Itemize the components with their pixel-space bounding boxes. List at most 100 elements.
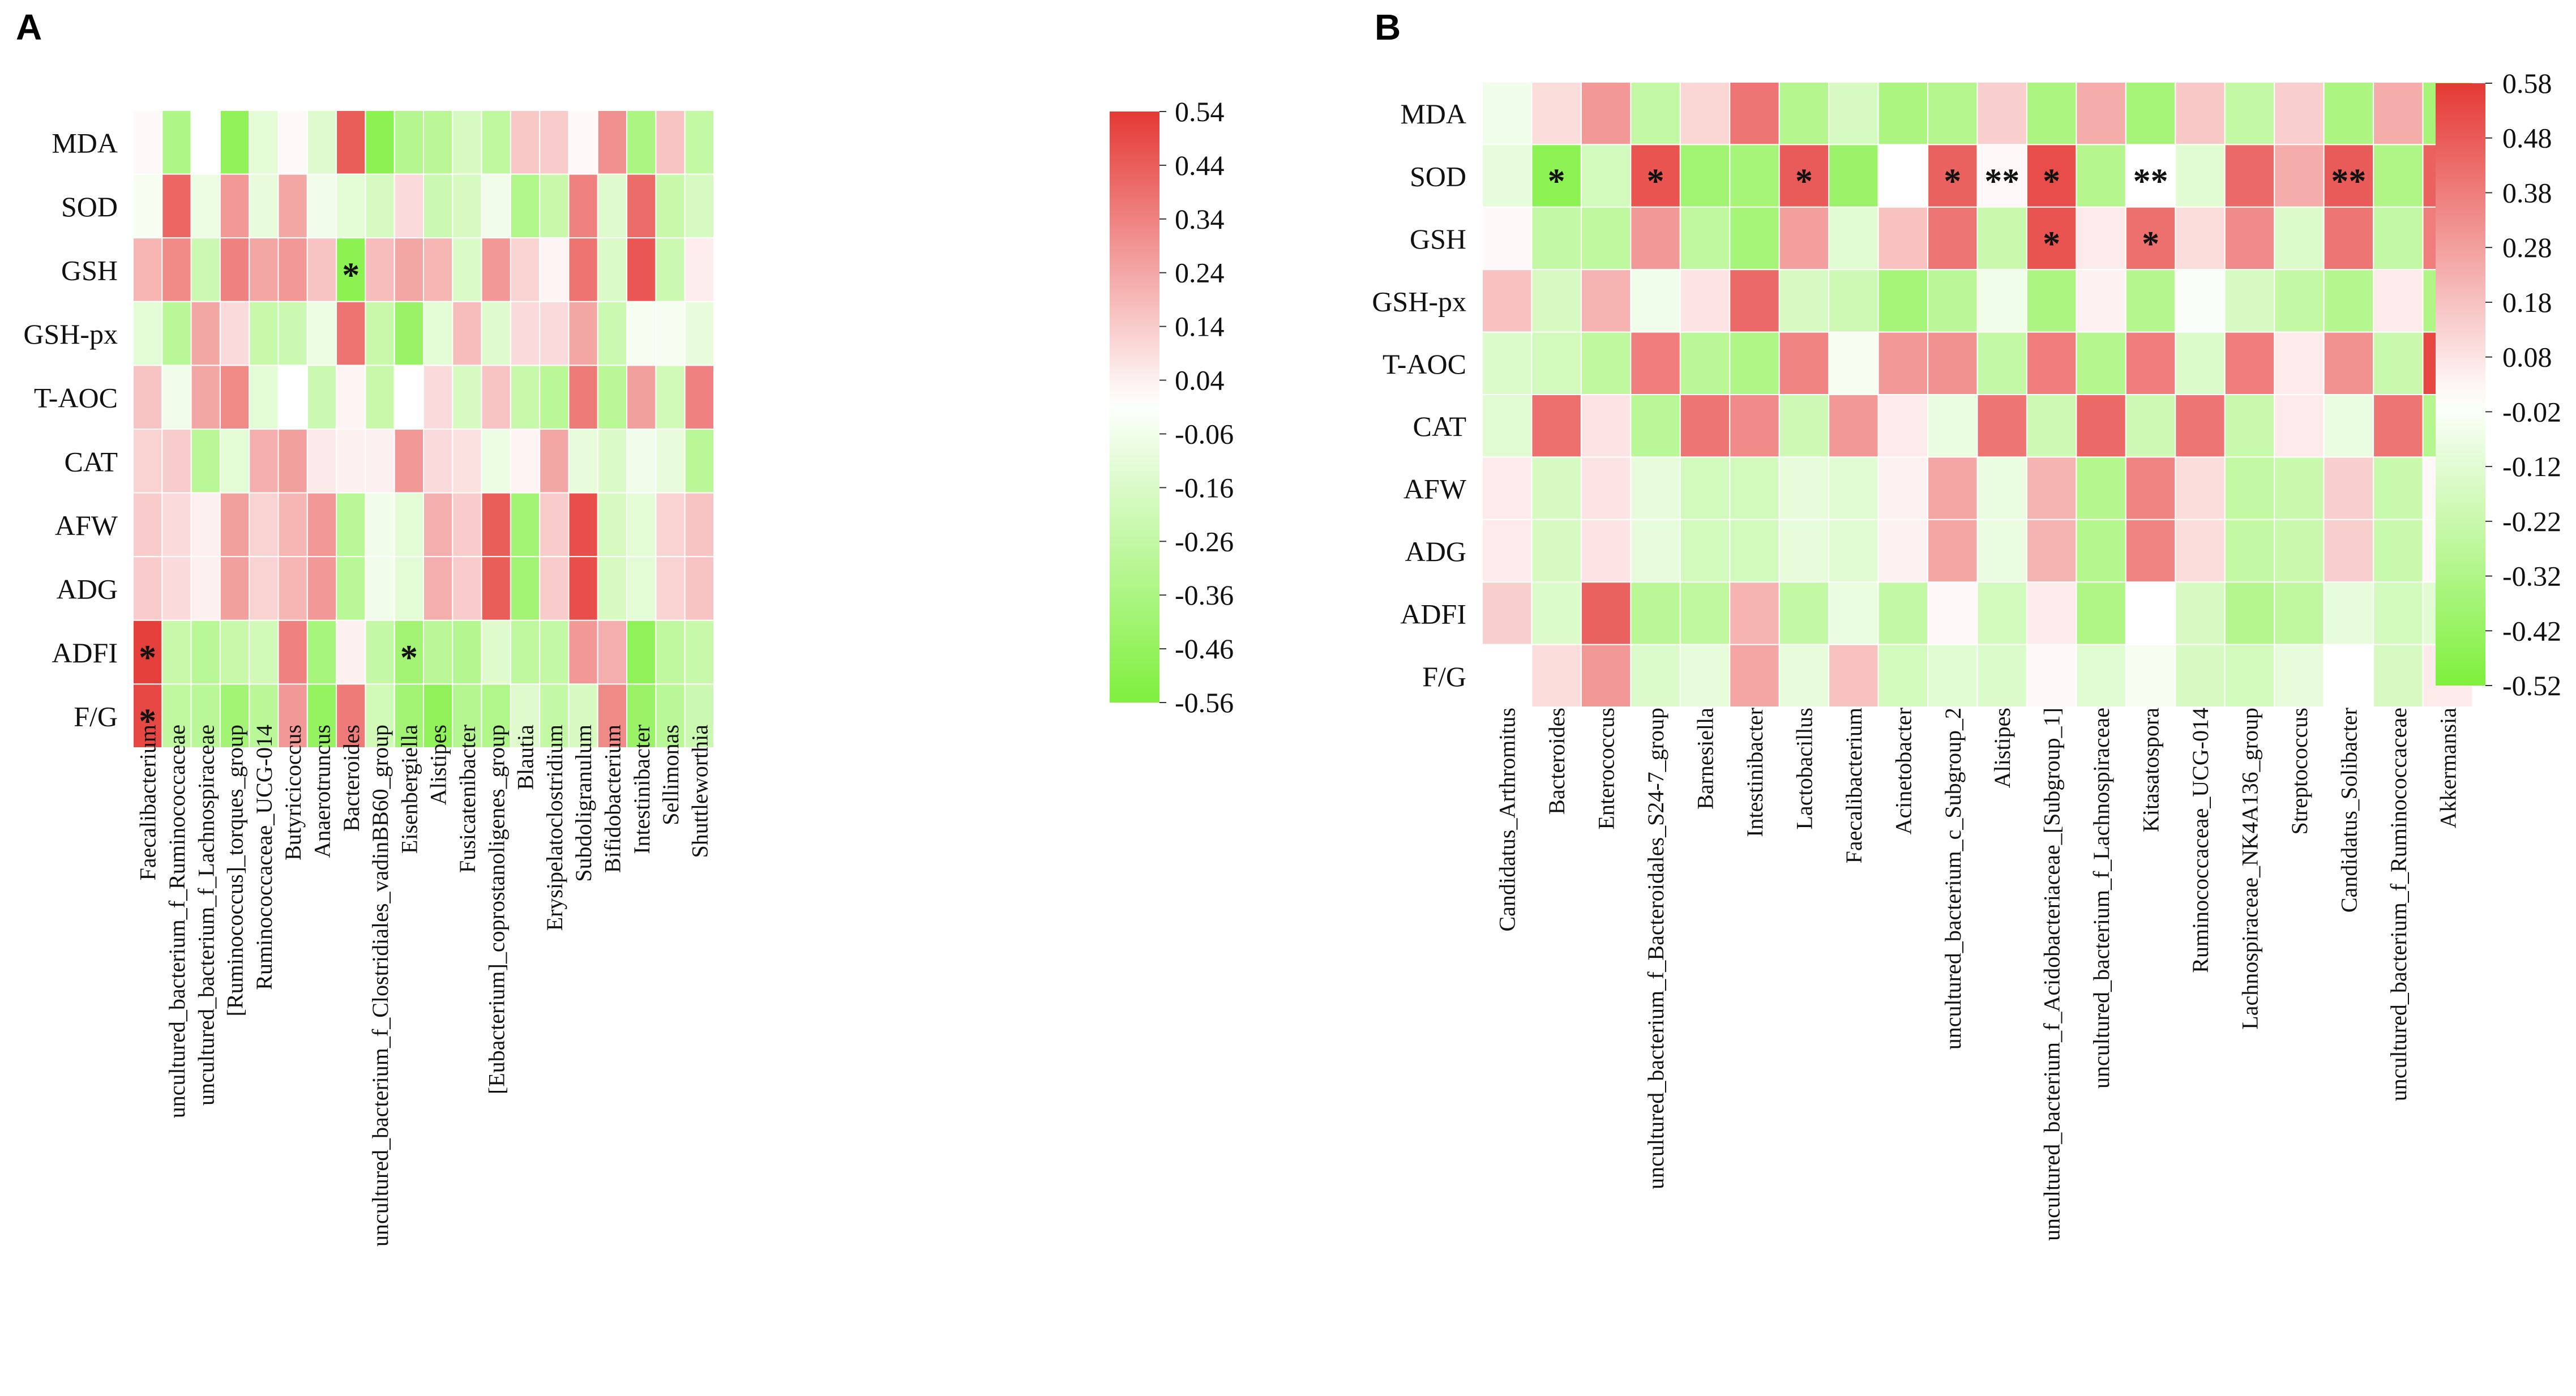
colorbar-tick-label: -0.02 (2502, 396, 2561, 427)
heatmap-cell (1976, 331, 2027, 395)
heatmap-cell (539, 365, 570, 430)
row-label: CAT (1413, 410, 1466, 442)
heatmap-cell (277, 301, 308, 366)
heatmap-cell (2274, 331, 2325, 395)
colorbar-tick-label: -0.42 (2502, 615, 2561, 646)
heatmap-cell (393, 110, 425, 175)
heatmap-cell (277, 556, 308, 621)
heatmap-cell (132, 301, 163, 366)
column-label: uncultured_bacterium_f_Clostridiales_vad… (367, 725, 393, 1247)
heatmap-cell (539, 237, 570, 302)
row-label: ADFI (52, 637, 118, 669)
heatmap-cell (1927, 269, 1978, 333)
heatmap-cell (1482, 456, 1533, 520)
heatmap-cell (452, 619, 482, 685)
heatmap-cell (365, 365, 395, 430)
heatmap-cell (1531, 144, 1582, 208)
heatmap-cell (2076, 331, 2126, 395)
heatmap-cell (2175, 456, 2226, 520)
heatmap-cell (1679, 394, 1731, 458)
heatmap-cell (190, 237, 221, 302)
heatmap-cell (2026, 331, 2077, 395)
column-label: Erysipelatoclostridium (542, 725, 567, 931)
heatmap-cell (1828, 394, 1879, 458)
heatmap-cell (1729, 519, 1780, 583)
heatmap-cell (132, 365, 163, 430)
heatmap-cell (1927, 206, 1978, 271)
heatmap-cell (1828, 581, 1879, 645)
heatmap-cell (1828, 82, 1879, 145)
row-label: GSH-px (23, 318, 118, 350)
heatmap-cell (568, 301, 598, 366)
heatmap-cell (423, 237, 453, 302)
heatmap-cell (2323, 206, 2374, 271)
heatmap-cell (2175, 644, 2226, 708)
heatmap-cell (568, 110, 598, 175)
heatmap-cell (481, 173, 511, 239)
heatmap-cell (2076, 144, 2126, 208)
heatmap-cell (510, 492, 541, 558)
row-label: T-AOC (34, 382, 118, 414)
heatmap-cell (1778, 82, 1830, 145)
heatmap-cell (1482, 82, 1533, 145)
heatmap-cell (1482, 331, 1533, 395)
heatmap-cell (393, 683, 425, 749)
heatmap-cell (2224, 456, 2275, 520)
heatmap-cell (539, 110, 570, 175)
row-label: GSH (61, 255, 118, 286)
heatmap-cell (684, 683, 714, 749)
heatmap-cell (684, 365, 714, 430)
heatmap-cell (2323, 581, 2374, 645)
row-label: F/G (74, 701, 118, 733)
heatmap-cell (2224, 144, 2275, 208)
heatmap-cell (2175, 269, 2226, 333)
heatmap-cell (1976, 581, 2027, 645)
heatmap-cell (2175, 519, 2226, 583)
significance-marker: * (342, 256, 360, 295)
heatmap-cell (423, 173, 453, 239)
heatmap-cell (626, 110, 657, 175)
heatmap-cell (1976, 82, 2027, 145)
heatmap-cell (1630, 644, 1681, 708)
heatmap-cell (626, 619, 657, 685)
colorbar-tick-label: -0.06 (1175, 418, 1234, 449)
heatmap-cell (336, 301, 366, 366)
column-label: Blautia (513, 725, 538, 790)
heatmap-cell (1976, 206, 2027, 271)
heatmap-cell (423, 619, 453, 685)
heatmap-cell (452, 556, 482, 621)
column-label: uncultured_bacterium_f_Lachnospiraceae (193, 725, 219, 1106)
heatmap-cell (539, 556, 570, 621)
heatmap-cell (306, 301, 337, 366)
heatmap-cell (1729, 144, 1780, 208)
heatmap-cell (1778, 581, 1830, 645)
heatmap-cell (1580, 519, 1632, 583)
column-label: Eisenbergiella (396, 725, 422, 854)
heatmap-cell (2175, 331, 2226, 395)
heatmap-cell (655, 173, 686, 239)
heatmap-cell (1679, 519, 1731, 583)
column-label: Faecalibacterium (1841, 708, 1867, 863)
heatmap-cell (1630, 394, 1681, 458)
heatmap-cell (568, 173, 598, 239)
heatmap-cell (1580, 581, 1632, 645)
heatmap-cell (306, 110, 337, 175)
significance-marker: ** (2331, 162, 2366, 201)
heatmap-cell (277, 237, 308, 302)
heatmap-cell (2125, 644, 2176, 708)
row-label: SOD (1410, 161, 1466, 192)
heatmap-cell (481, 301, 511, 366)
heatmap-cell (684, 429, 714, 494)
heatmap-cell (219, 301, 250, 366)
heatmap-cell (2274, 456, 2325, 520)
colorbar (2436, 83, 2485, 686)
heatmap-cell (452, 173, 482, 239)
heatmap-cell (2323, 144, 2374, 208)
heatmap-cell (1976, 456, 2027, 520)
heatmap-cell (1482, 144, 1533, 208)
heatmap-cell (1828, 206, 1879, 271)
heatmap-cell (2323, 456, 2374, 520)
heatmap-cell (219, 683, 250, 749)
heatmap-cell (626, 301, 657, 366)
heatmap-cell (190, 365, 221, 430)
